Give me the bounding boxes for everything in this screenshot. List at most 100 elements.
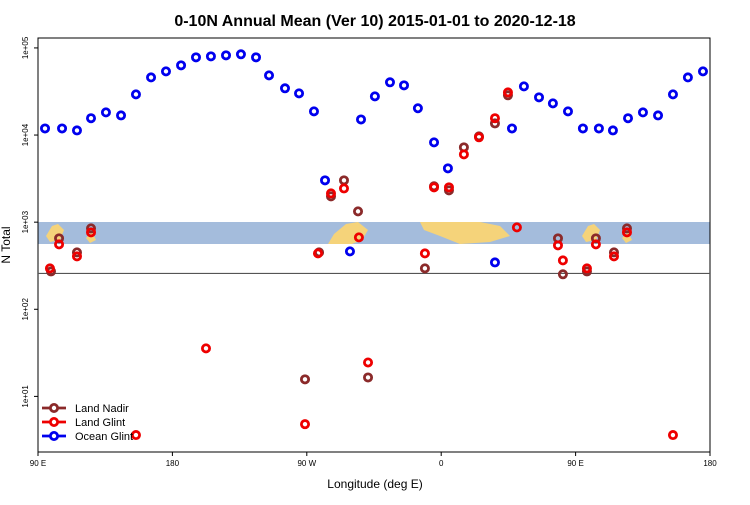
point [71, 125, 82, 136]
y-tick-label: 1e+02 [21, 297, 30, 320]
point [40, 123, 51, 134]
point [294, 88, 305, 99]
point [264, 70, 275, 81]
point [637, 107, 648, 118]
point [621, 223, 632, 234]
point [54, 239, 65, 250]
point [320, 175, 331, 186]
point [429, 137, 440, 148]
point [557, 269, 568, 280]
point [581, 263, 592, 274]
point [205, 51, 216, 62]
y-axis-label: N Total [0, 226, 13, 263]
point [353, 206, 364, 217]
point [419, 263, 430, 274]
point [363, 357, 374, 368]
point [429, 182, 440, 193]
x-tick-label: 180 [166, 459, 180, 468]
point [338, 183, 349, 194]
point [412, 103, 423, 114]
point [442, 163, 453, 174]
point [86, 223, 97, 234]
point [279, 83, 290, 94]
point [325, 188, 336, 199]
y-tick-label: 1e+05 [21, 36, 30, 59]
point [608, 247, 619, 258]
point [130, 89, 141, 100]
point [100, 107, 111, 118]
point [458, 149, 469, 160]
point [623, 113, 634, 124]
point [577, 123, 588, 134]
legend-label: Ocean Glint [75, 431, 133, 443]
point [308, 106, 319, 117]
point [489, 257, 500, 268]
point [653, 110, 664, 121]
point [200, 343, 211, 354]
point [353, 232, 364, 243]
point [86, 227, 97, 238]
point [190, 52, 201, 63]
point [443, 182, 454, 193]
point [489, 118, 500, 129]
point [518, 81, 529, 92]
legend-marker [49, 402, 60, 413]
legend-marker [49, 416, 60, 427]
plot-frame [37, 37, 711, 453]
legend-label: Land Glint [75, 417, 125, 429]
point [607, 125, 618, 136]
point [697, 66, 708, 77]
point [176, 60, 187, 71]
chart-title: 0-10N Annual Mean (Ver 10) 2015-01-01 to… [174, 13, 575, 30]
point [300, 374, 311, 385]
point [44, 263, 55, 274]
point [312, 248, 323, 259]
x-tick-label: 90 W [297, 459, 316, 468]
point [356, 114, 367, 125]
point [419, 248, 430, 259]
point [235, 49, 246, 60]
point [667, 89, 678, 100]
point [590, 239, 601, 250]
point [682, 72, 693, 83]
point [552, 240, 563, 251]
point [608, 251, 619, 262]
point [547, 98, 558, 109]
point [621, 227, 632, 238]
legend-label: Land Nadir [75, 403, 129, 415]
point [369, 91, 380, 102]
point [562, 106, 573, 117]
point [146, 72, 157, 83]
point [502, 87, 513, 98]
point [363, 372, 374, 383]
x-tick-label: 90 E [30, 459, 46, 468]
point [338, 175, 349, 186]
legend-marker [49, 430, 60, 441]
point [86, 113, 97, 124]
point [534, 92, 545, 103]
point [593, 123, 604, 134]
point [71, 247, 82, 258]
x-tick-label: 0 [439, 459, 444, 468]
point [71, 251, 82, 262]
point [344, 246, 355, 257]
point [473, 132, 484, 143]
point [511, 222, 522, 233]
point [506, 123, 517, 134]
y-tick-label: 1e+01 [21, 385, 30, 408]
point [557, 255, 568, 266]
point [160, 66, 171, 77]
point [221, 50, 232, 61]
point [489, 113, 500, 124]
point [251, 52, 262, 63]
point [399, 80, 410, 91]
y-tick-label: 1e+04 [21, 123, 30, 146]
x-tick-label: 90 E [567, 459, 583, 468]
point [667, 430, 678, 441]
x-axis-label: Longitude (deg E) [327, 477, 422, 491]
point [130, 430, 141, 441]
y-tick-label: 1e+03 [21, 210, 30, 233]
map-strip [38, 222, 710, 244]
point [116, 110, 127, 121]
